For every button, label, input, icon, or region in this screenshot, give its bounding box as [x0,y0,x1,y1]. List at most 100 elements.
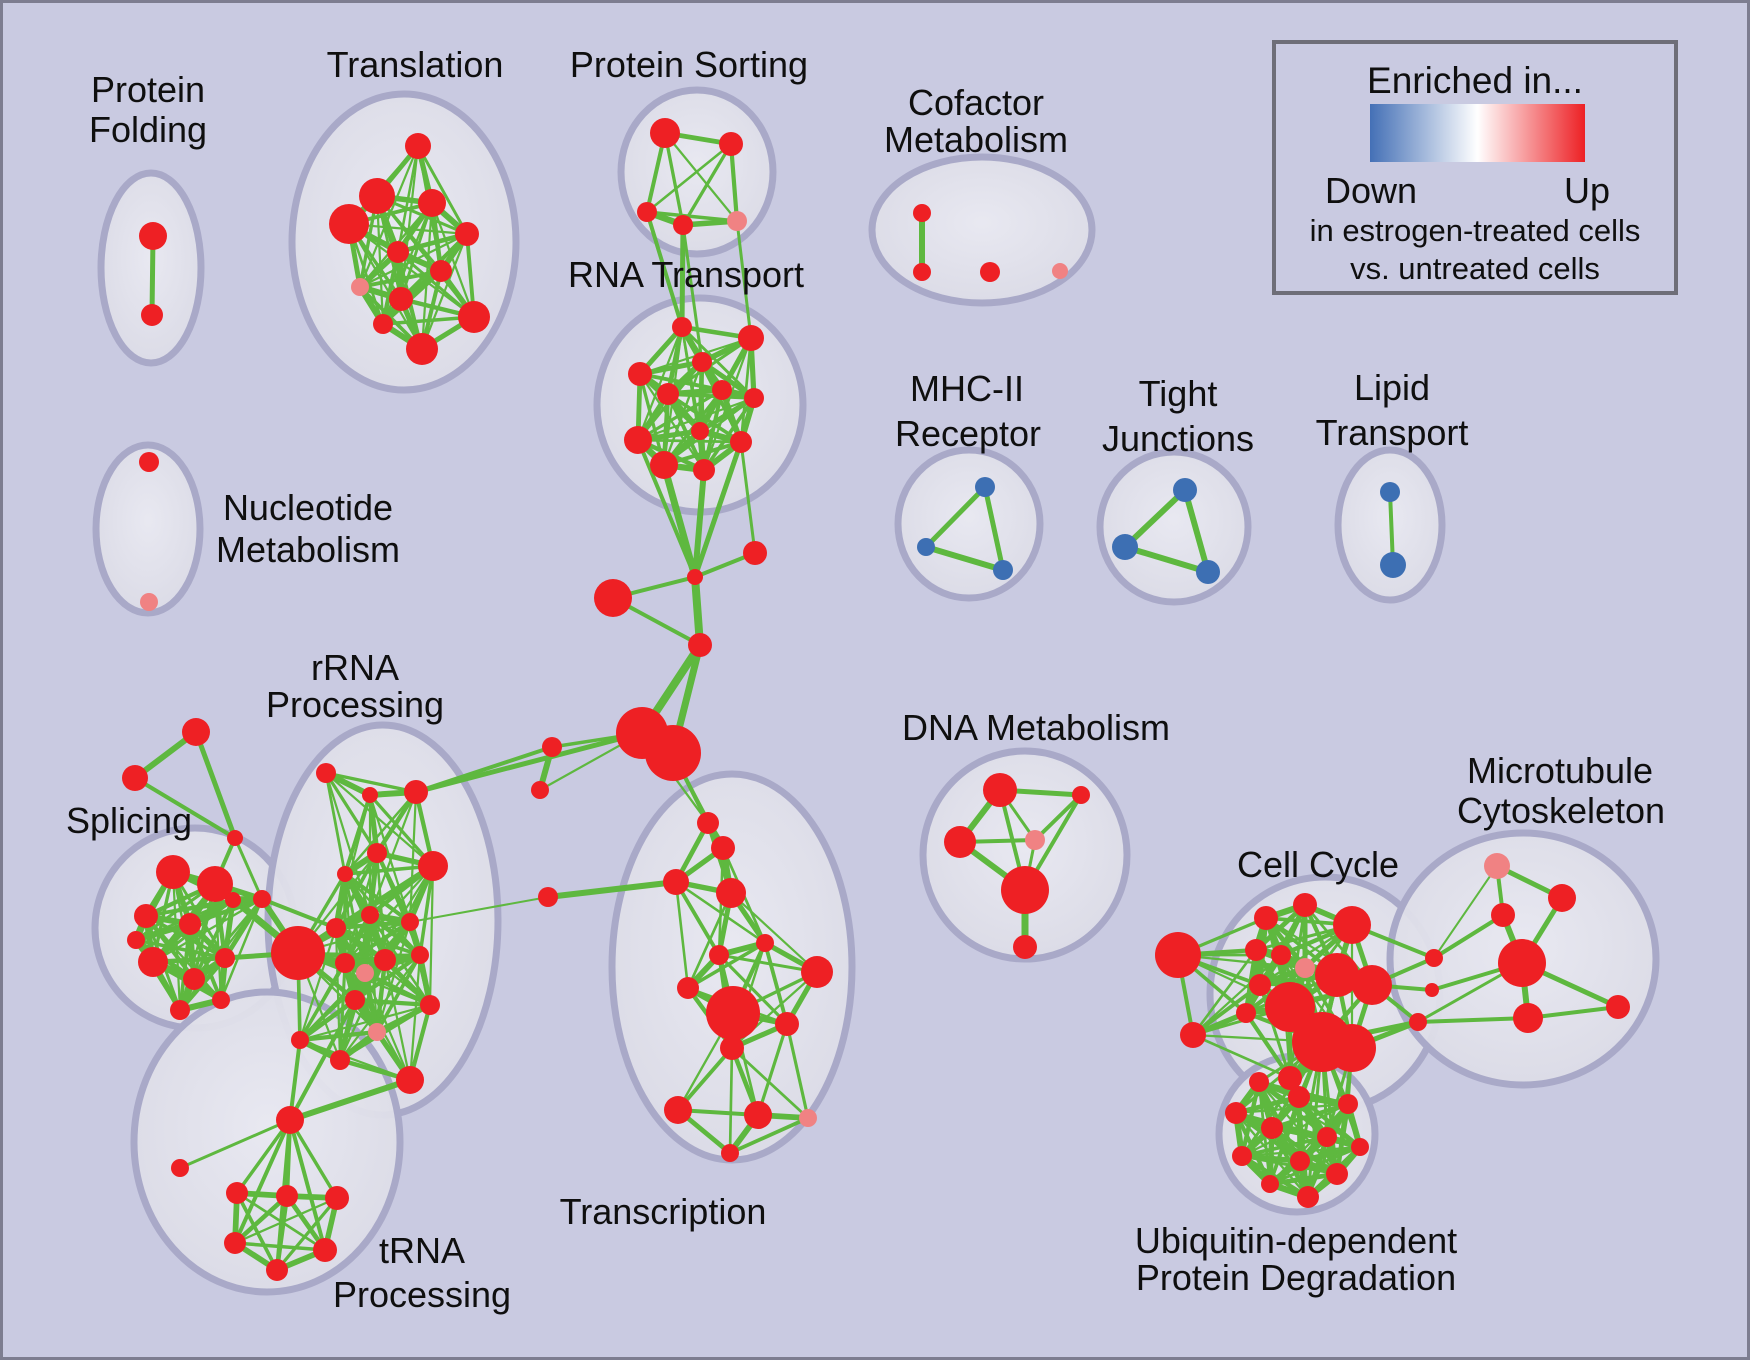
network-edge [368,790,418,917]
network-edge [679,222,686,330]
network-edge [680,325,756,400]
network-node [170,1000,190,1020]
network-edge [413,730,645,795]
cluster-label-mh: Receptor [895,413,1041,454]
network-node [396,1066,424,1094]
network-edge [739,440,757,555]
network-edge [288,998,357,1122]
network-node [226,1182,248,1204]
network-node [1425,949,1443,967]
network-edge [785,1022,810,1120]
network-node [744,388,764,408]
network-node [1278,1066,1302,1090]
network-node [387,241,409,263]
network-node [1112,534,1138,560]
network-node [1288,1086,1310,1108]
network-node [716,878,746,908]
network-node [743,541,767,565]
network-edge [288,1118,339,1200]
network-node [624,426,652,454]
cluster-label-tr: Translation [327,44,504,85]
network-node [179,913,201,935]
network-node [720,1036,744,1060]
network-edge [702,388,724,472]
network-edge [324,771,347,876]
network-node [1249,1072,1269,1092]
network-edge [638,372,706,472]
network-node [1261,1175,1279,1193]
network-edge [260,897,338,930]
network-node [389,287,413,311]
network-edge [416,144,469,236]
network-edge [663,131,685,227]
network-edge [324,771,379,855]
network-node [1295,958,1315,978]
network-node [980,262,1000,282]
network-node [1180,1022,1206,1048]
network-node [418,851,448,881]
network-edge [358,144,420,289]
network-node [711,836,735,860]
network-node [993,560,1013,580]
network-node [944,826,976,858]
network-node [224,1232,246,1254]
network-node [455,222,479,246]
network-node [182,718,210,746]
network-node [1606,995,1630,1019]
network-edge [235,1118,292,1195]
network-node [1317,1127,1337,1147]
network-edge [1433,865,1498,959]
cluster-ellipse-cf [868,153,1096,307]
network-edge [324,771,435,868]
network-node [1328,1024,1376,1072]
network-edge [362,970,433,1008]
cluster-label-tj: Junctions [1102,418,1254,459]
legend-subtitle-line2: vs. untreated cells [1350,251,1600,286]
network-node [291,1031,309,1049]
network-edge [982,484,1006,573]
cluster-ellipse-tj [1096,448,1252,606]
network-edge [287,1077,413,1123]
network-node [1196,560,1220,584]
network-edge [923,544,1006,573]
network-edge [674,880,721,957]
network-node [138,947,168,977]
network-node [227,830,243,846]
network-edge [1526,1005,1620,1020]
legend-title: Enriched in... [1367,60,1583,101]
network-node [744,1101,772,1129]
network-node [727,211,747,231]
network-edge [134,938,227,960]
network-node [276,1185,298,1207]
cluster-label-mh: MHC-II [910,368,1024,409]
network-edge [681,142,733,227]
network-node [913,263,931,281]
network-node [401,913,419,931]
cluster-label-rt: RNA Transport [568,254,804,295]
network-edge [347,222,424,351]
network-node [594,579,632,617]
network-node [139,452,159,472]
network-node [663,869,689,895]
network-node [418,189,446,217]
network-node [325,1186,349,1210]
network-node [362,787,378,803]
network-node [368,1023,386,1041]
network-node [215,948,235,968]
network-node [650,451,678,479]
network-node [712,380,732,400]
network-node [271,926,325,980]
network-node [367,843,387,863]
network-node [404,780,428,804]
network-node [1013,935,1037,959]
network-node [1155,932,1201,978]
cluster-label-ub: Ubiquitin-dependent [1135,1220,1457,1261]
network-node [1254,906,1278,930]
network-edge [1122,544,1211,575]
network-node [1249,974,1271,996]
cluster-label-tn: tRNA [379,1230,465,1271]
network-node [122,765,148,791]
network-edge [298,971,367,1042]
network-node [329,204,369,244]
